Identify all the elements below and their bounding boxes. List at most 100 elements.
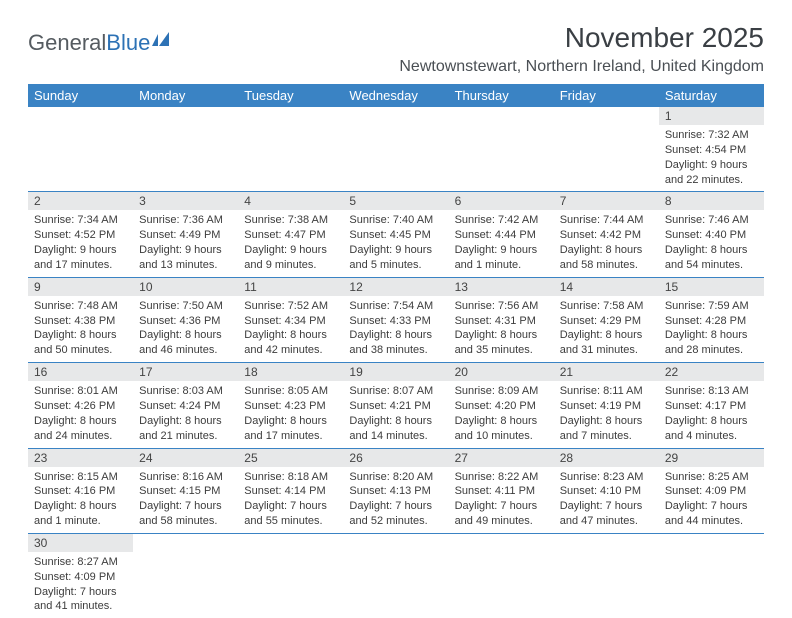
sunrise-text: Sunrise: 8:05 AM [244,384,337,399]
day-info: Sunrise: 7:50 AMSunset: 4:36 PMDaylight:… [133,296,238,362]
calendar-cell: 18Sunrise: 8:05 AMSunset: 4:23 PMDayligh… [238,363,343,448]
calendar-cell: 29Sunrise: 8:25 AMSunset: 4:09 PMDayligh… [659,449,764,534]
calendar-cell-empty [659,534,764,618]
daylight-line2: and 1 minute. [455,258,548,273]
calendar-cell: 2Sunrise: 7:34 AMSunset: 4:52 PMDaylight… [28,192,133,277]
daylight-line1: Daylight: 8 hours [665,414,758,429]
day-number: 14 [554,278,659,296]
day-number: 22 [659,363,764,381]
daylight-line2: and 17 minutes. [244,429,337,444]
daylight-line1: Daylight: 8 hours [139,414,232,429]
daylight-line1: Daylight: 7 hours [665,499,758,514]
calendar-cell-empty [343,534,448,618]
logo-text-general: General [28,30,106,56]
day-info: Sunrise: 8:01 AMSunset: 4:26 PMDaylight:… [28,381,133,447]
daylight-line2: and 22 minutes. [665,173,758,188]
day-info: Sunrise: 7:48 AMSunset: 4:38 PMDaylight:… [28,296,133,362]
sunrise-text: Sunrise: 8:16 AM [139,470,232,485]
sunrise-text: Sunrise: 7:56 AM [455,299,548,314]
daylight-line1: Daylight: 7 hours [455,499,548,514]
calendar-cell: 24Sunrise: 8:16 AMSunset: 4:15 PMDayligh… [133,449,238,534]
sunset-text: Sunset: 4:54 PM [665,143,758,158]
calendar-cell: 16Sunrise: 8:01 AMSunset: 4:26 PMDayligh… [28,363,133,448]
sunset-text: Sunset: 4:26 PM [34,399,127,414]
daylight-line2: and 35 minutes. [455,343,548,358]
sunset-text: Sunset: 4:33 PM [349,314,442,329]
sunset-text: Sunset: 4:45 PM [349,228,442,243]
daylight-line1: Daylight: 8 hours [349,328,442,343]
daylight-line2: and 52 minutes. [349,514,442,529]
daylight-line1: Daylight: 8 hours [139,328,232,343]
daylight-line1: Daylight: 8 hours [34,414,127,429]
sunrise-text: Sunrise: 8:23 AM [560,470,653,485]
sunset-text: Sunset: 4:15 PM [139,484,232,499]
daylight-line2: and 21 minutes. [139,429,232,444]
sunrise-text: Sunrise: 7:38 AM [244,213,337,228]
sunset-text: Sunset: 4:44 PM [455,228,548,243]
day-number: 24 [133,449,238,467]
day-number: 3 [133,192,238,210]
calendar-cell: 12Sunrise: 7:54 AMSunset: 4:33 PMDayligh… [343,278,448,363]
daylight-line2: and 4 minutes. [665,429,758,444]
daylight-line2: and 50 minutes. [34,343,127,358]
day-info: Sunrise: 8:23 AMSunset: 4:10 PMDaylight:… [554,467,659,533]
sunset-text: Sunset: 4:11 PM [455,484,548,499]
daylight-line2: and 38 minutes. [349,343,442,358]
sunrise-text: Sunrise: 7:40 AM [349,213,442,228]
day-info: Sunrise: 7:54 AMSunset: 4:33 PMDaylight:… [343,296,448,362]
sunset-text: Sunset: 4:14 PM [244,484,337,499]
sunrise-text: Sunrise: 7:34 AM [34,213,127,228]
day-header: Saturday [659,84,764,107]
sunset-text: Sunset: 4:16 PM [34,484,127,499]
day-header: Tuesday [238,84,343,107]
day-info: Sunrise: 7:38 AMSunset: 4:47 PMDaylight:… [238,210,343,276]
day-number: 2 [28,192,133,210]
sunset-text: Sunset: 4:17 PM [665,399,758,414]
daylight-line2: and 31 minutes. [560,343,653,358]
daylight-line1: Daylight: 7 hours [244,499,337,514]
day-info: Sunrise: 8:05 AMSunset: 4:23 PMDaylight:… [238,381,343,447]
sunrise-text: Sunrise: 8:25 AM [665,470,758,485]
daylight-line2: and 10 minutes. [455,429,548,444]
daylight-line2: and 41 minutes. [34,599,127,614]
calendar-cell: 22 Sunrise: 8:13 AMSunset: 4:17 PMDayligh… [659,363,764,448]
calendar-cell: 25Sunrise: 8:18 AMSunset: 4:14 PMDayligh… [238,449,343,534]
sunrise-text: Sunrise: 8:03 AM [139,384,232,399]
daylight-line1: Daylight: 8 hours [455,328,548,343]
daylight-line1: Daylight: 8 hours [244,328,337,343]
daylight-line1: Daylight: 9 hours [349,243,442,258]
calendar-page: GeneralBlue November 2025 Newtownstewart… [0,0,792,618]
day-number: 10 [133,278,238,296]
daylight-line2: and 54 minutes. [665,258,758,273]
daylight-line1: Daylight: 7 hours [560,499,653,514]
day-number: 4 [238,192,343,210]
day-number: 29 [659,449,764,467]
calendar-cell: 11Sunrise: 7:52 AMSunset: 4:34 PMDayligh… [238,278,343,363]
sunrise-text: Sunrise: 7:50 AM [139,299,232,314]
day-number: 17 [133,363,238,381]
day-number: 5 [343,192,448,210]
daylight-line2: and 58 minutes. [560,258,653,273]
calendar-cell-empty [554,534,659,618]
daylight-line1: Daylight: 7 hours [349,499,442,514]
daylight-line1: Daylight: 9 hours [665,158,758,173]
logo-text-blue: Blue [106,30,150,56]
daylight-line1: Daylight: 8 hours [349,414,442,429]
day-header: Wednesday [343,84,448,107]
daylight-line2: and 5 minutes. [349,258,442,273]
sunset-text: Sunset: 4:29 PM [560,314,653,329]
daylight-line1: Daylight: 8 hours [34,328,127,343]
daylight-line1: Daylight: 8 hours [560,328,653,343]
day-info: Sunrise: 8:20 AMSunset: 4:13 PMDaylight:… [343,467,448,533]
sunset-text: Sunset: 4:09 PM [34,570,127,585]
calendar-cell: 7Sunrise: 7:44 AMSunset: 4:42 PMDaylight… [554,192,659,277]
daylight-line1: Daylight: 8 hours [244,414,337,429]
daylight-line2: and 44 minutes. [665,514,758,529]
daylight-line2: and 28 minutes. [665,343,758,358]
day-info: Sunrise: 7:44 AMSunset: 4:42 PMDaylight:… [554,210,659,276]
sunrise-text: Sunrise: 8:13 AM [665,384,758,399]
calendar-grid: SundayMondayTuesdayWednesdayThursdayFrid… [28,84,764,618]
calendar-cell-empty [133,107,238,192]
day-number: 21 [554,363,659,381]
sunrise-text: Sunrise: 7:52 AM [244,299,337,314]
